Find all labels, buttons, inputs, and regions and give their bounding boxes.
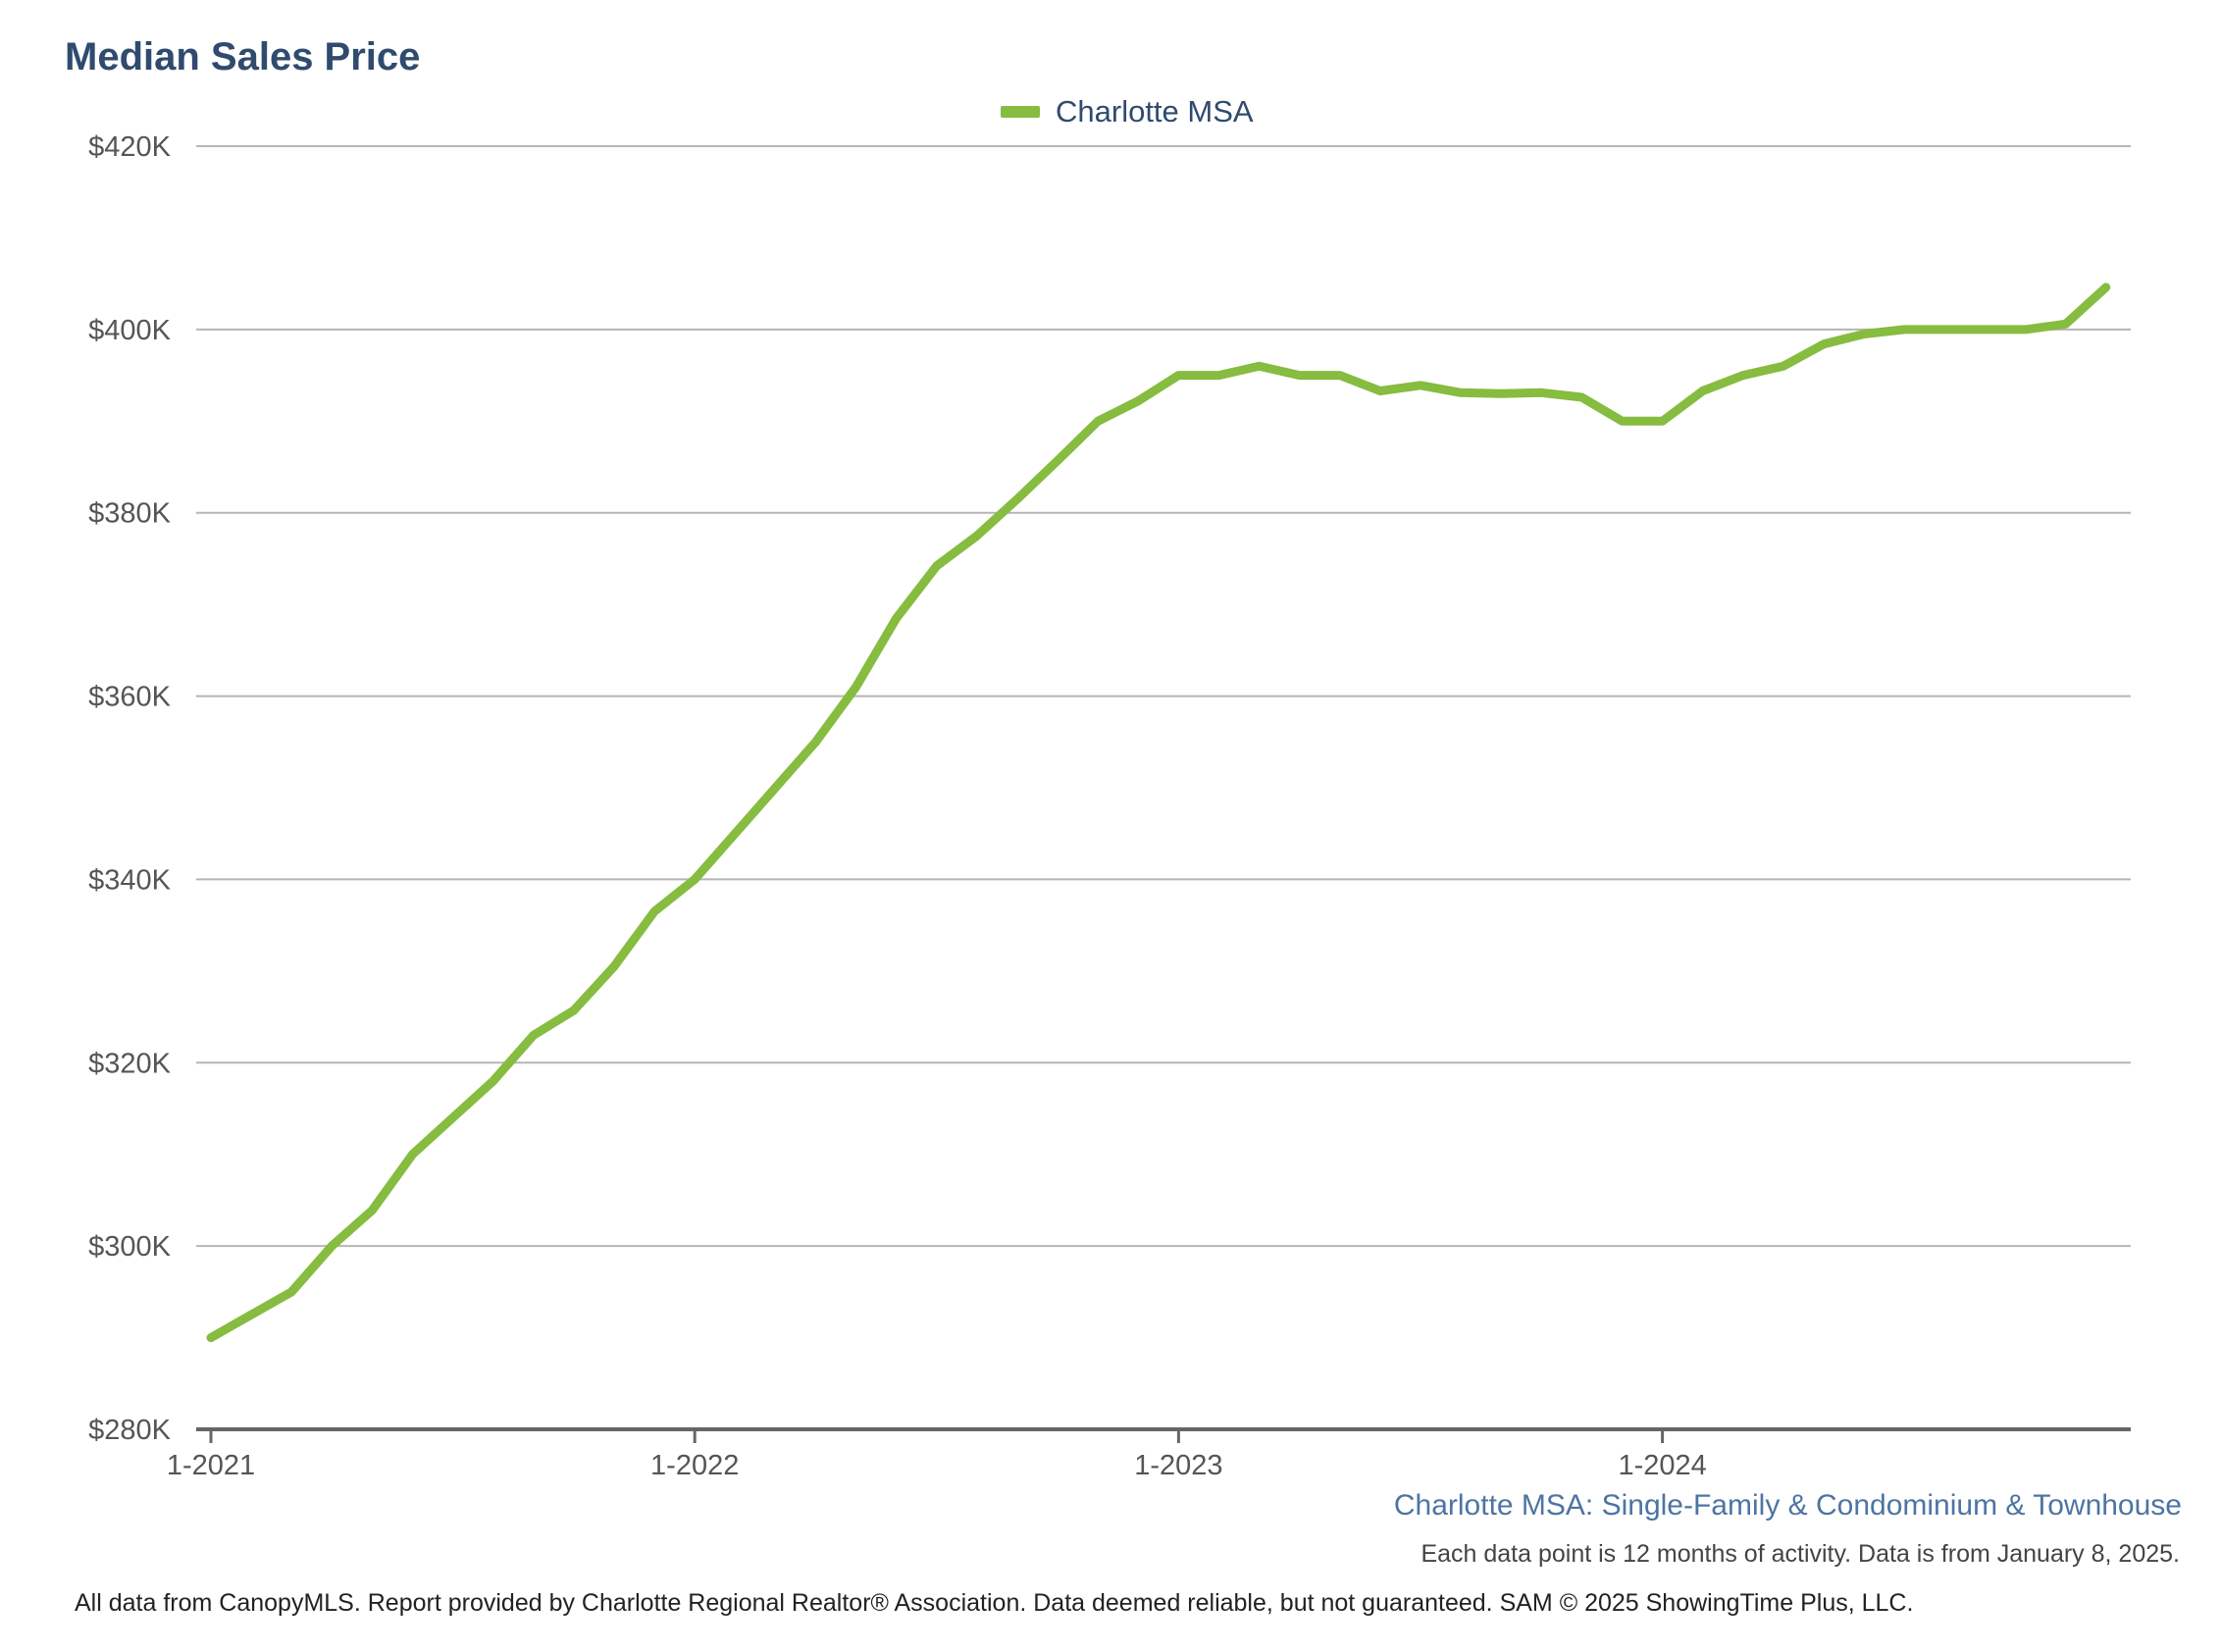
y-axis-ticks: $280K $300K $320K $340K $360K $380K $400K $420K [88, 131, 172, 1446]
y-tick-label: $320K [88, 1048, 172, 1079]
legend-swatch [1001, 106, 1040, 118]
y-tick-label: $280K [88, 1415, 172, 1446]
data-note: Each data point is 12 months of activity… [1420, 1540, 2180, 1568]
y-tick-label: $420K [88, 131, 172, 163]
x-tick-label: 1-2023 [1134, 1450, 1222, 1481]
y-tick-label: $360K [88, 682, 172, 713]
y-tick-label: $380K [88, 498, 172, 530]
y-tick-label: $400K [88, 315, 172, 346]
chart-subtitle: Charlotte MSA: Single-Family & Condomini… [1393, 1489, 2182, 1522]
x-axis: 1-2021 1-2022 1-2023 1-2024 [167, 1427, 2131, 1481]
chart-title: Median Sales Price [65, 35, 421, 78]
footer-credit: All data from CanopyMLS. Report provided… [75, 1589, 1914, 1617]
x-tick-label: 1-2021 [167, 1450, 255, 1481]
gridlines [196, 145, 2131, 1248]
y-tick-label: $300K [88, 1231, 172, 1263]
chart-legend: Charlotte MSA [1001, 94, 1254, 129]
x-tick-label: 1-2024 [1618, 1450, 1706, 1481]
x-tick-label: 1-2022 [650, 1450, 739, 1481]
y-tick-label: $340K [88, 864, 172, 896]
series-line [206, 283, 2111, 1343]
series-lines [206, 283, 2111, 1343]
legend-label: Charlotte MSA [1056, 94, 1254, 129]
